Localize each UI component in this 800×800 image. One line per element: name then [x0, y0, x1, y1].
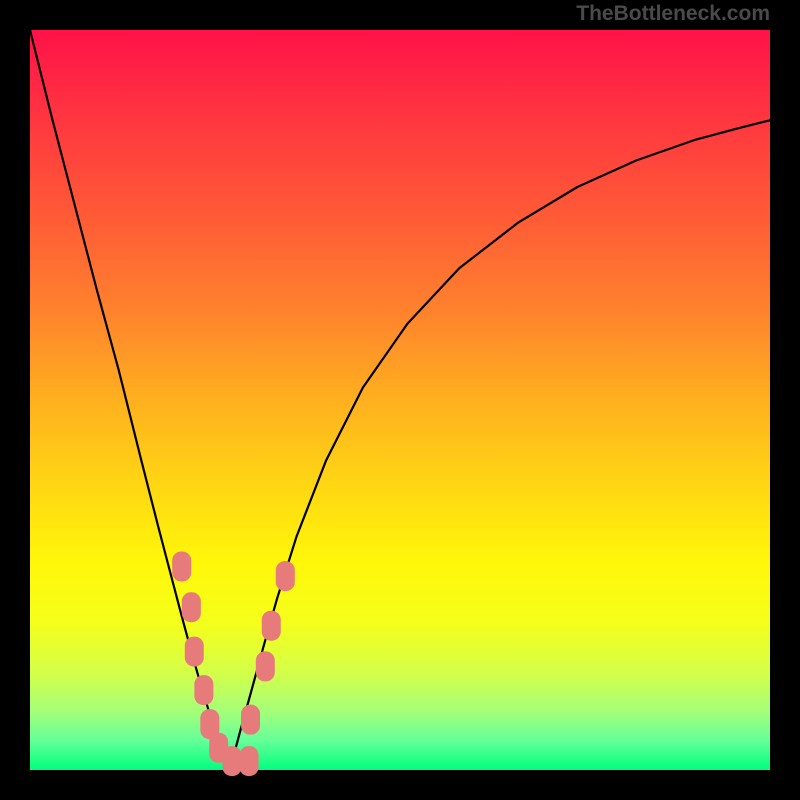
- chart-background-gradient: [30, 30, 770, 770]
- data-marker: [256, 651, 275, 681]
- watermark-text: TheBottleneck.com: [576, 2, 770, 26]
- data-marker: [241, 705, 260, 735]
- data-marker: [194, 675, 213, 705]
- data-marker: [276, 561, 295, 591]
- data-marker: [262, 611, 281, 641]
- data-marker: [182, 592, 201, 622]
- data-marker: [240, 746, 259, 776]
- bottleneck-chart: TheBottleneck.com: [0, 0, 800, 800]
- data-marker: [223, 746, 242, 776]
- data-marker: [172, 552, 191, 582]
- data-marker: [185, 637, 204, 667]
- chart-svg: [0, 0, 800, 800]
